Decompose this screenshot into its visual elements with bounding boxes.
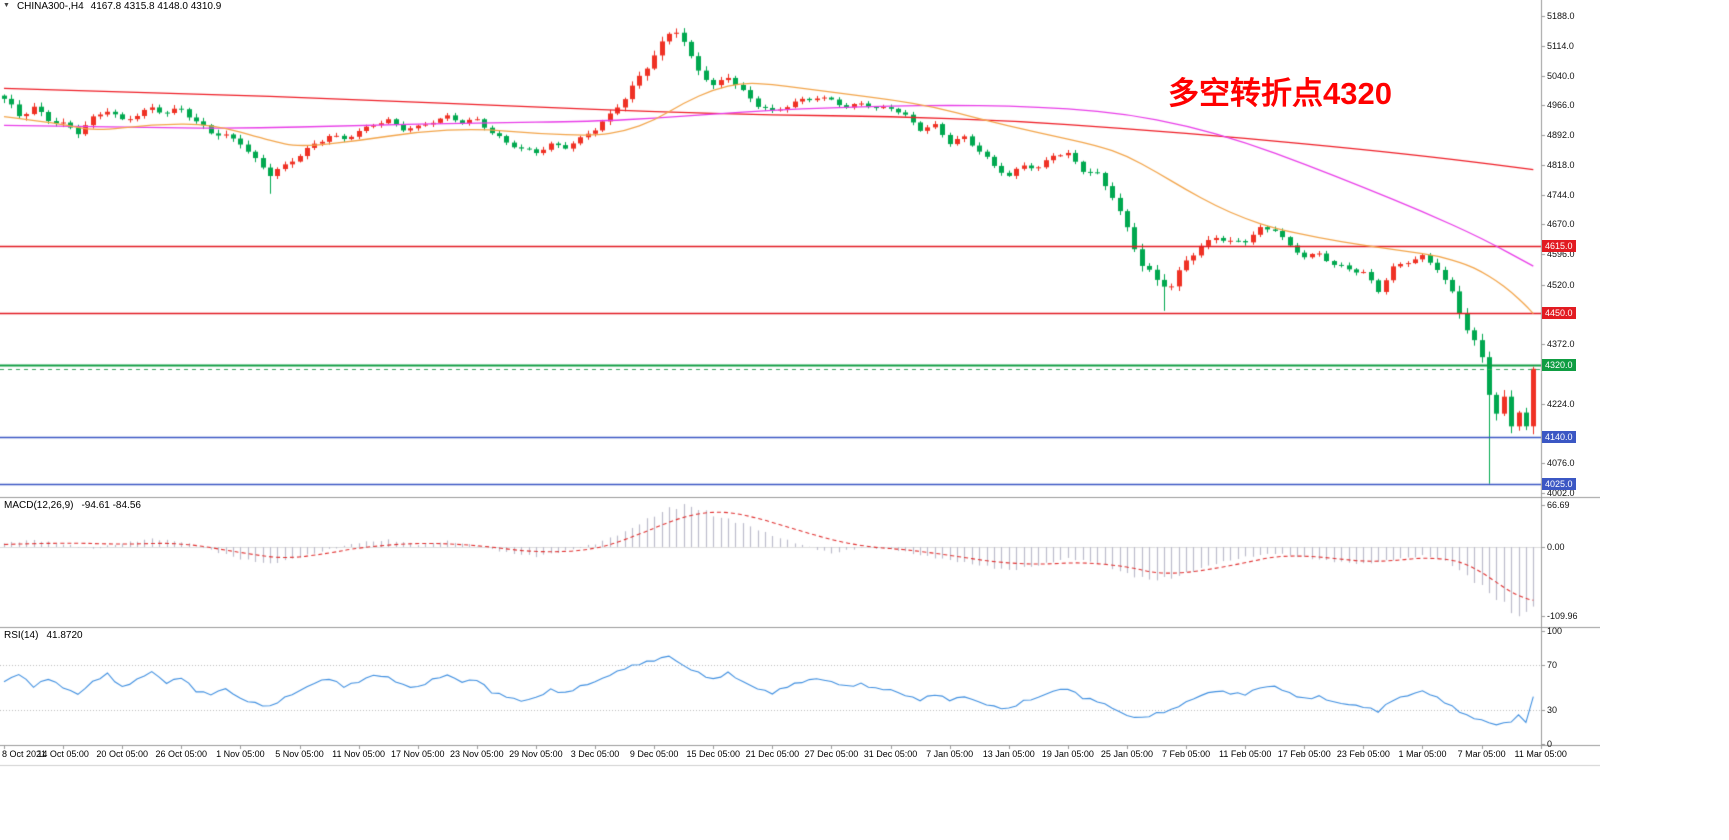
rsi-name: RSI(14): [4, 630, 39, 641]
rsi-tick-label: 30: [1547, 705, 1558, 716]
price-tick-label: 4744.0: [1547, 189, 1575, 200]
price-level-badge: 4450.0: [1542, 306, 1576, 319]
price-tick-label: 5040.0: [1547, 70, 1575, 81]
rsi-tick-label: 70: [1547, 659, 1558, 670]
price-tick-label: 4966.0: [1547, 100, 1575, 111]
chart-canvas[interactable]: [0, 0, 1600, 770]
time-axis-label: 20 Oct 05:00: [96, 749, 148, 759]
ohlc-values: 4167.8 4315.8 4148.0 4310.9: [90, 1, 222, 12]
time-axis-label: 11 Feb 05:00: [1218, 749, 1272, 759]
price-level-badge: 4615.0: [1542, 240, 1576, 253]
rsi-tick-label: 0: [1547, 739, 1553, 749]
time-axis-label: 17 Feb 05:00: [1277, 749, 1331, 759]
macd-values: -94.61 -84.56: [81, 500, 141, 511]
time-axis-label: 15 Dec 05:00: [686, 749, 741, 759]
time-axis-label: 27 Dec 05:00: [804, 749, 859, 759]
rsi-value: 41.8720: [46, 630, 83, 641]
time-axis-label: 1 Mar 05:00: [1398, 749, 1447, 759]
time-axis-label: 1 Nov 05:00: [216, 749, 265, 759]
price-tick-label: 4076.0: [1547, 458, 1575, 469]
price-level-badge: 4320.0: [1542, 359, 1576, 372]
price-tick-label: 4520.0: [1547, 279, 1575, 290]
macd-indicator-label: MACD(12,26,9) -94.61 -84.56: [4, 500, 141, 511]
price-tick-label: 4818.0: [1547, 159, 1575, 170]
time-axis-label: 11 Nov 05:00: [332, 749, 386, 759]
dropdown-arrow-icon[interactable]: ▼: [3, 2, 10, 9]
time-axis-label: 7 Mar 05:00: [1457, 749, 1506, 759]
annotation-text: 多空转折点4320: [1168, 76, 1392, 111]
time-axis-label: 17 Nov 05:00: [390, 749, 445, 759]
price-tick-label: 4224.0: [1547, 398, 1575, 409]
time-axis-label: 14 Oct 05:00: [37, 749, 89, 759]
time-axis-label: 29 Nov 05:00: [509, 749, 563, 759]
time-axis-label: 7 Feb 05:00: [1162, 749, 1211, 759]
time-axis-label: 23 Nov 05:00: [450, 749, 504, 759]
time-axis-label: 26 Oct 05:00: [155, 749, 208, 759]
price-tick-label: 4372.0: [1547, 339, 1575, 350]
time-axis-label: 5 Nov 05:00: [275, 749, 324, 759]
price-tick-label: 4596.0: [1547, 249, 1575, 260]
chart-header: ▼ CHINA300-,H4 4167.8 4315.8 4148.0 4310…: [3, 1, 221, 12]
price-tick-label: 5188.0: [1547, 11, 1575, 21]
price-tick-label: 4892.0: [1547, 130, 1575, 141]
macd-tick-label: 0.00: [1547, 542, 1565, 552]
time-axis-label: 19 Jan 05:00: [1041, 749, 1094, 759]
time-axis-label: 3 Dec 05:00: [570, 749, 620, 759]
macd-name: MACD(12,26,9): [4, 500, 74, 511]
price-tick-label: 4670.0: [1547, 219, 1575, 230]
time-axis-label: 11 Mar 05:00: [1514, 749, 1567, 759]
time-axis-label: 7 Jan 05:00: [926, 749, 974, 759]
time-axis-label: 25 Jan 05:00: [1100, 749, 1153, 759]
price-level-badge: 4025.0: [1542, 477, 1576, 490]
time-axis-label: 8 Oct 2021: [2, 749, 47, 759]
macd-tick-label: 66.69: [1547, 499, 1570, 510]
time-axis-label: 23 Feb 05:00: [1336, 749, 1390, 759]
time-axis-label: 9 Dec 05:00: [629, 749, 679, 759]
rsi-tick-label: 100: [1547, 626, 1563, 636]
time-axis-label: 13 Jan 05:00: [982, 749, 1035, 759]
symbol-period-label: CHINA300-,H4: [16, 1, 84, 12]
price-tick-label: 4002.0: [1547, 488, 1575, 498]
time-axis-label: 31 Dec 05:00: [863, 749, 918, 759]
price-tick-label: 5114.0: [1547, 40, 1574, 51]
price-level-badge: 4140.0: [1542, 431, 1576, 444]
rsi-indicator-label: RSI(14) 41.8720: [4, 630, 83, 641]
macd-tick-label: -109.96: [1547, 611, 1578, 622]
time-axis-label: 21 Dec 05:00: [745, 749, 800, 759]
